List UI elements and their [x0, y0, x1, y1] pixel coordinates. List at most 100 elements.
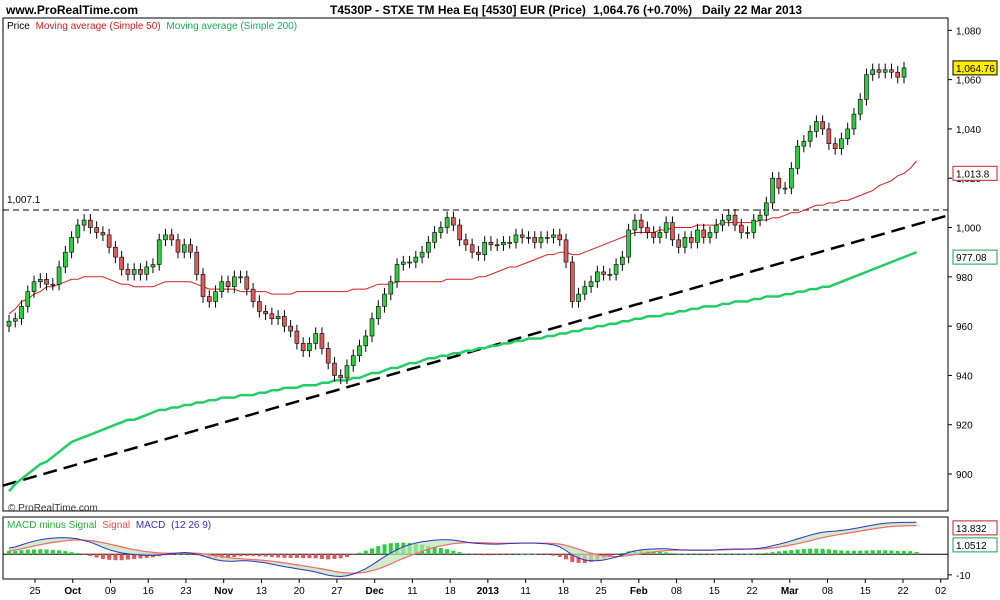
macd-hist-bar — [513, 554, 518, 555]
legend-price: Price — [7, 21, 30, 32]
candle-body — [175, 239, 181, 253]
candle-body — [25, 291, 31, 307]
watermark: © ProRealTime.com — [8, 503, 98, 514]
candle-body — [238, 276, 243, 279]
candle-body — [469, 244, 475, 253]
candle-body — [344, 365, 350, 379]
macd-hist-bar — [257, 554, 262, 557]
site-name[interactable]: www.ProRealTime.com — [6, 3, 139, 17]
macd-y-tick-label: -10 — [956, 571, 971, 582]
macd-hist-bar — [908, 551, 913, 555]
candle-body — [638, 219, 644, 228]
macd-hist-bar — [251, 554, 256, 556]
macd-hist-bar — [63, 551, 68, 555]
macd-hist-bar — [902, 550, 906, 555]
macd-hist-bar — [720, 553, 725, 555]
price-y-tick-label: 980 — [956, 273, 973, 284]
candle-body — [269, 313, 275, 320]
candle-body — [782, 187, 788, 190]
macd-hist-bar — [776, 551, 781, 555]
macd-hist-bar — [482, 554, 487, 556]
macd-hist-bar — [664, 552, 669, 555]
macd-hist-bar — [557, 554, 562, 557]
candle-body — [275, 315, 281, 320]
last-price: 1,064.76 (+0.70%) — [593, 3, 693, 17]
candle-body — [607, 274, 613, 276]
candle-body — [288, 325, 293, 332]
macd-hist-bar — [438, 548, 443, 555]
macd-hist-bar — [607, 554, 612, 557]
candle-body — [332, 362, 337, 376]
candle-body — [119, 256, 124, 270]
macd-hist-bar — [758, 553, 763, 555]
candle-body — [56, 266, 62, 285]
candle-body — [757, 214, 763, 221]
candle-body — [294, 330, 300, 344]
candle-body — [544, 237, 550, 239]
candle-body — [432, 232, 437, 243]
macd-signal-badge: 13.832 — [956, 524, 987, 535]
candle-body — [407, 261, 412, 264]
candle-body — [357, 345, 362, 357]
macd-hist-bar — [82, 554, 87, 555]
candle-body — [688, 237, 694, 243]
candle-body — [695, 229, 700, 243]
candle-body — [519, 234, 525, 238]
macd-hist-bar — [376, 546, 381, 555]
candle-body — [313, 333, 318, 344]
macd-hist-bar — [657, 551, 662, 555]
macd-hist-bar — [851, 550, 856, 555]
candle-body — [745, 232, 750, 234]
macd-hist-bar — [119, 554, 124, 561]
candle-body — [513, 234, 519, 243]
signal-line — [8, 525, 917, 574]
candle-body — [369, 318, 375, 337]
macd-hist-bar — [820, 548, 825, 555]
macd-hist-bar — [100, 554, 105, 559]
candle-body — [19, 306, 24, 320]
macd-hist-bar — [351, 554, 356, 556]
candle-body — [576, 293, 581, 302]
x-tick-label: 08 — [822, 586, 834, 597]
candle-body — [37, 278, 43, 283]
candle-body — [363, 335, 369, 347]
moving-averages — [8, 160, 917, 493]
candle-body — [595, 271, 600, 283]
candle-body — [851, 113, 857, 130]
macd-hist-bar — [395, 542, 400, 555]
candle-body — [826, 128, 832, 145]
candle-body — [88, 219, 93, 228]
candle-body — [770, 177, 775, 204]
x-tick-label: 18 — [445, 586, 457, 597]
candle-body — [488, 242, 494, 246]
candle-body — [569, 261, 575, 302]
macd-hist-bar — [914, 552, 919, 555]
candle-body — [106, 234, 112, 248]
macd-hist-bar — [57, 550, 62, 555]
macd-hist-bar — [501, 554, 506, 555]
legend-macd-line: MACD — [136, 520, 165, 531]
price-panel-frame — [2, 17, 949, 512]
candle-body — [81, 219, 87, 226]
macd-hist-bar — [770, 552, 775, 555]
legend-macd-signal: Signal — [102, 520, 130, 531]
macd-hist-bar — [864, 550, 869, 555]
legend-macd-params: (12 26 9) — [171, 520, 211, 531]
candle-body — [113, 246, 118, 258]
macd-hist-bar — [651, 551, 656, 555]
macd-hist-bar — [751, 553, 756, 555]
candle-body — [795, 145, 800, 169]
candle-body — [507, 242, 512, 244]
candle-body — [419, 251, 425, 258]
candlesticks — [6, 61, 907, 385]
candle-body — [895, 71, 901, 78]
candle-body — [138, 269, 143, 275]
macd-hist-bar — [745, 553, 750, 555]
candle-body — [563, 239, 569, 263]
macd-hist-bar — [232, 554, 237, 558]
candle-body — [131, 269, 137, 275]
candle-body — [219, 281, 225, 292]
candle-body — [125, 269, 131, 275]
legend-ma50: Moving average (Simple 50) — [36, 21, 161, 32]
